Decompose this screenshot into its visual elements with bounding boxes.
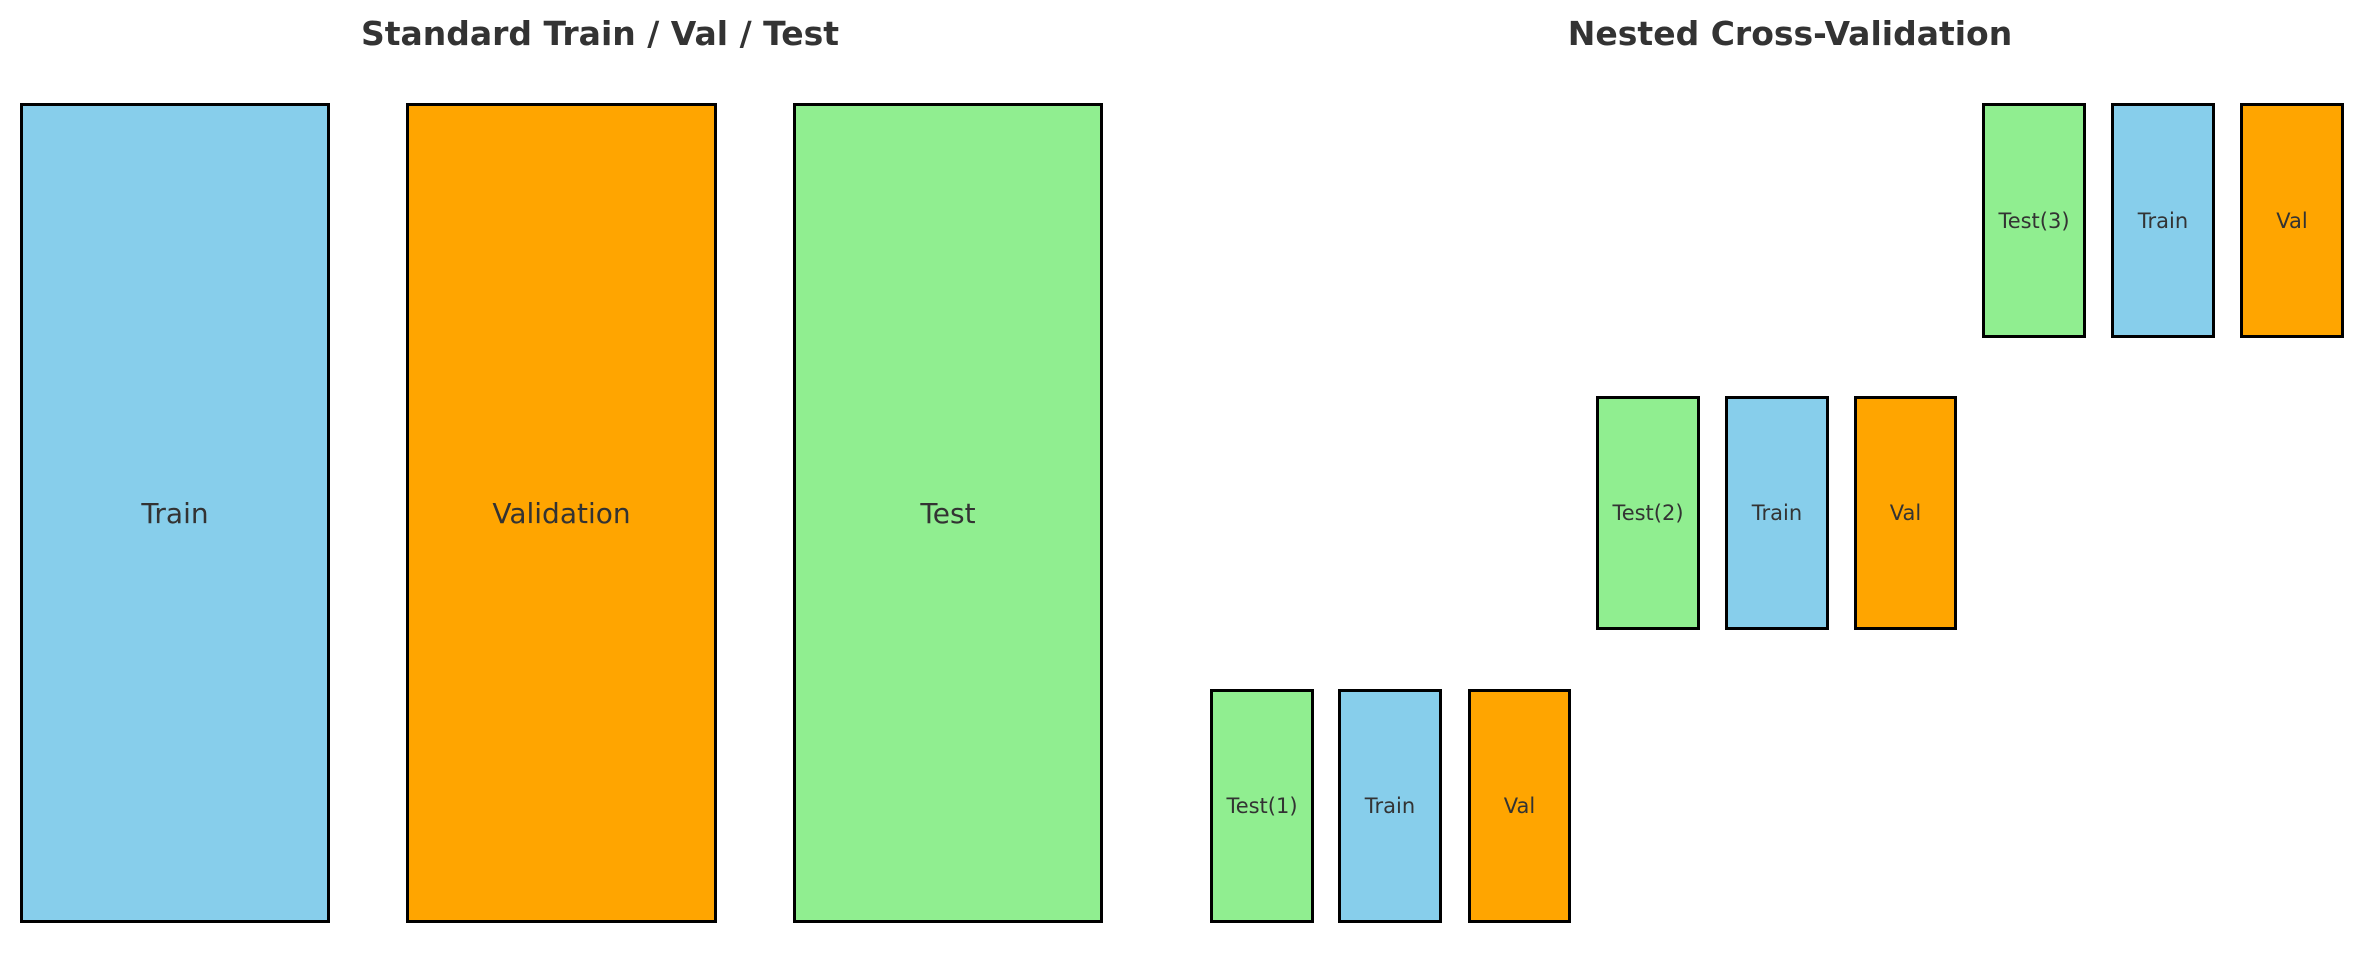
fold3-test-label: Test(3) [1998,208,2070,233]
fold3-train-label: Train [2137,208,2189,233]
standard-split-title: Standard Train / Val / Test [360,14,840,53]
fold2-test-block: Test(2) [1596,396,1700,630]
fold3-val-label: Val [2276,208,2308,233]
fold2-train-label: Train [1751,501,1803,525]
standard-validation-label: Validation [492,496,631,530]
standard-test-label: Test [920,496,976,530]
fold2-test-label: Test(2) [1612,501,1684,525]
fold1-val-block: Val [1468,689,1571,923]
fold3-test-block: Test(3) [1982,103,2086,338]
standard-train-label: Train [141,496,209,530]
fold2-train-block: Train [1725,396,1829,630]
fold1-val-label: Val [1503,794,1536,818]
standard-validation-block: Validation [406,103,717,923]
fold2-val-label: Val [1889,501,1922,525]
fold2-val-block: Val [1854,396,1957,630]
fold3-train-block: Train [2111,103,2215,338]
fold1-test-block: Test(1) [1210,689,1314,923]
standard-train-block: Train [20,103,330,923]
fold1-train-label: Train [1364,794,1416,818]
nested-cv-title: Nested Cross-Validation [1567,14,2013,53]
fold1-train-block: Train [1338,689,1442,923]
fold1-test-label: Test(1) [1226,794,1298,818]
fold3-val-block: Val [2240,103,2344,338]
standard-test-block: Test [793,103,1103,923]
